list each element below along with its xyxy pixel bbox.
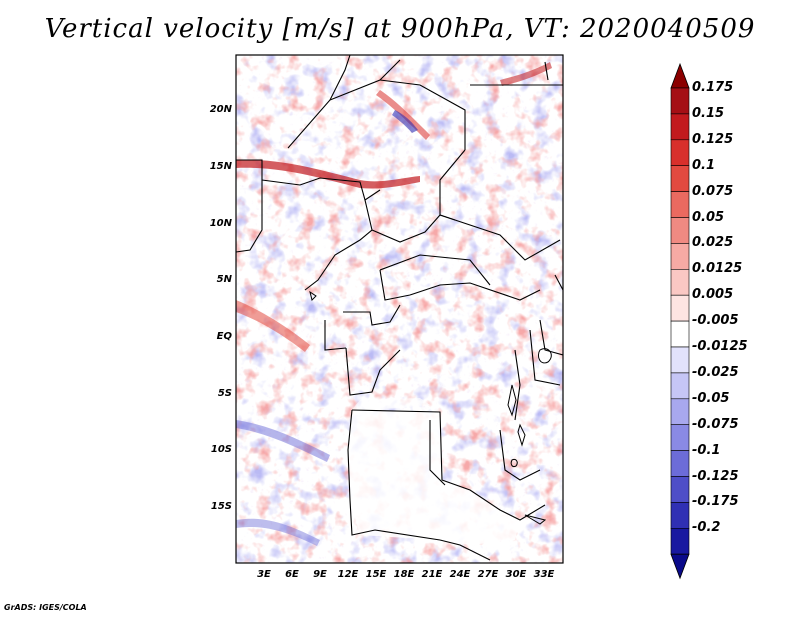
colorbar-swatch — [670, 139, 690, 167]
colorbar-swatch — [670, 502, 690, 529]
colorbar-swatch — [670, 294, 690, 322]
colorbar-level-label: -0.05 — [692, 390, 730, 406]
colorbar-under-triangle — [670, 553, 690, 580]
lon-tick-label: 12E — [337, 569, 359, 580]
colorbar-swatch — [670, 165, 690, 192]
colorbar-over-triangle — [670, 62, 690, 89]
colorbar-swatch — [670, 191, 690, 218]
lon-tick-label: 15E — [365, 569, 387, 580]
colorbar — [670, 62, 690, 580]
lon-tick-label: 33E — [533, 569, 555, 580]
colorbar-swatch — [670, 87, 690, 115]
colorbar-level-label: -0.2 — [692, 520, 721, 536]
colorbar-level-label: -0.025 — [692, 364, 739, 380]
colorbar-level-label: 0.025 — [692, 235, 734, 251]
colorbar-level-label: -0.005 — [692, 313, 739, 329]
colorbar-swatch — [670, 398, 690, 425]
colorbar-level-label: 0.125 — [692, 131, 734, 147]
colorbar-level-label: -0.0125 — [692, 339, 748, 354]
lon-tick-label: 21E — [421, 569, 443, 580]
colorbar-level-label: -0.125 — [692, 468, 739, 484]
lon-tick-label: 3E — [257, 569, 271, 580]
lon-tick-label: 24E — [449, 569, 471, 580]
colorbar-swatch — [670, 346, 690, 374]
lat-tick-label: EQ — [216, 331, 232, 342]
colorbar-level-label: -0.1 — [692, 442, 721, 458]
colorbar-level-label: 0.175 — [692, 80, 734, 95]
plot-title: Vertical velocity [m/s] at 900hPa, VT: 2… — [44, 14, 756, 44]
lat-tick-label: 15S — [210, 501, 232, 512]
lon-tick-label: 30E — [505, 569, 527, 580]
colorbar-swatch — [670, 527, 690, 555]
colorbar-level-label: -0.175 — [692, 494, 739, 510]
colorbar-level-label: 0.15 — [692, 105, 725, 121]
lat-tick-label: 20N — [209, 104, 232, 115]
lat-tick-label: 10N — [209, 218, 232, 229]
colorbar-level-label: 0.075 — [692, 183, 734, 199]
colorbar-swatch — [670, 476, 690, 503]
country-borders — [236, 55, 563, 561]
colorbar-swatch — [670, 217, 690, 244]
colorbar-level-label: 0.005 — [692, 287, 734, 303]
colorbar-swatch — [670, 113, 690, 141]
lat-tick-label: 10S — [210, 444, 232, 455]
colorbar-swatch — [670, 320, 690, 348]
velocity-field — [236, 55, 563, 563]
colorbar-swatch — [670, 268, 690, 296]
credit-text: GrADS: IGES/COLA — [4, 603, 87, 612]
lat-tick-label: 5S — [217, 388, 232, 399]
lakes — [309, 290, 552, 525]
colorbar-level-label: 0.0125 — [692, 261, 743, 277]
colorbar-level-label: 0.05 — [692, 209, 725, 225]
colorbar-swatch — [670, 243, 690, 270]
lon-tick-label: 9E — [313, 569, 327, 580]
lon-tick-label: 6E — [285, 569, 299, 580]
colorbar-swatch — [670, 372, 690, 400]
colorbar-swatch — [670, 424, 690, 451]
colorbar-level-label: 0.1 — [692, 157, 716, 173]
lat-tick-label: 5N — [216, 274, 232, 285]
lon-tick-label: 18E — [393, 569, 415, 580]
colorbar-swatch — [670, 450, 690, 477]
colorbar-level-label: -0.075 — [692, 416, 739, 432]
lat-tick-label: 15N — [209, 161, 232, 172]
lon-tick-label: 27E — [477, 569, 499, 580]
map-frame — [235, 54, 564, 564]
